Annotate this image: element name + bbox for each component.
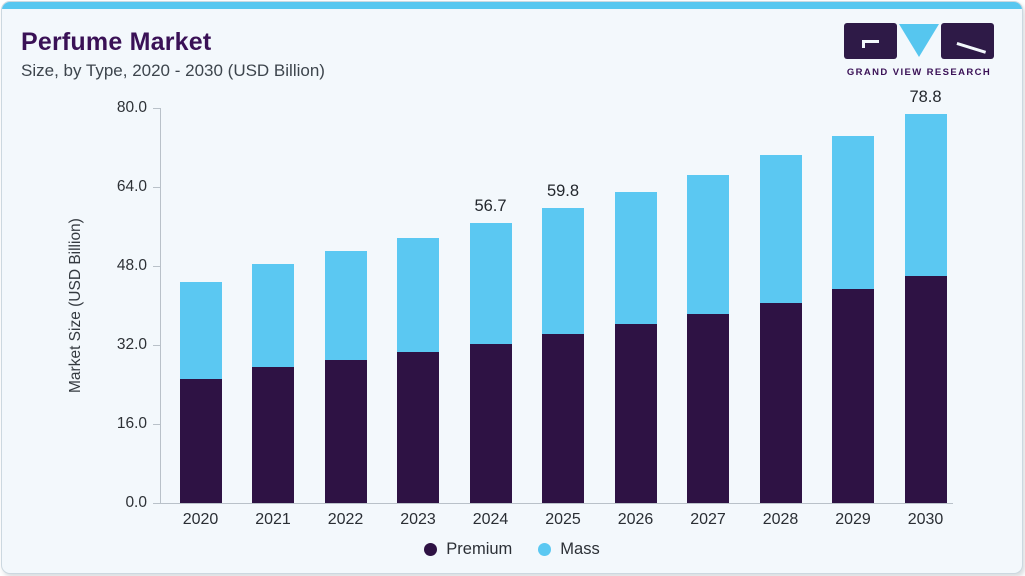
- y-tick-mark: [153, 502, 160, 504]
- y-tick-mark: [153, 265, 160, 267]
- bar-segment-premium-2025: [542, 334, 584, 503]
- bar-segment-premium-2027: [687, 313, 729, 503]
- x-tick-label: 2024: [472, 511, 509, 528]
- y-tick-label: 80.0: [116, 99, 147, 116]
- value-label: 56.7: [474, 197, 507, 216]
- bar-segment-mass-2030: [904, 113, 947, 277]
- chart-header: Perfume Market Size, by Type, 2020 - 203…: [21, 28, 325, 81]
- legend-label: Premium: [446, 540, 513, 558]
- x-tick-label: 2025: [545, 511, 581, 528]
- y-tick-mark: [153, 186, 160, 188]
- y-tick-mark: [153, 107, 160, 109]
- y-axis-title: Market Size (USD Billion): [67, 218, 84, 393]
- bar-segment-premium-2023: [397, 351, 439, 503]
- y-tick-label: 64.0: [116, 178, 147, 195]
- logo-g-block-icon: [844, 23, 897, 59]
- x-tick-label: 2026: [617, 511, 654, 528]
- logo-r-block-icon: [941, 23, 994, 59]
- bar-segment-premium-2022: [324, 359, 367, 503]
- bar-segment-premium-2024: [469, 343, 512, 503]
- x-tick-label: 2023: [400, 511, 436, 528]
- bar-segment-premium-2021: [252, 367, 294, 503]
- page-subtitle: Size, by Type, 2020 - 2030 (USD Billion): [21, 61, 325, 80]
- bar-segment-mass-2025: [542, 207, 584, 335]
- x-tick-label: 2021: [255, 511, 291, 528]
- y-tick-mark: [153, 344, 160, 346]
- bar-segment-mass-2024: [469, 223, 512, 344]
- y-tick-label: 16.0: [116, 415, 147, 432]
- chart-legend: Premium Mass: [2, 540, 1022, 559]
- bar-segment-mass-2021: [252, 263, 294, 368]
- x-tick-label: 2027: [690, 511, 726, 528]
- gvr-logo-icon: [844, 23, 994, 60]
- x-tick-label: 2022: [327, 511, 364, 528]
- value-label: 78.8: [909, 87, 942, 106]
- bar-segment-premium-2020: [179, 378, 222, 503]
- y-tick-label: 0.0: [125, 494, 147, 511]
- bar-segment-mass-2029: [832, 135, 874, 290]
- bar-segment-premium-2026: [614, 324, 657, 503]
- x-tick-label: 2020: [182, 511, 219, 528]
- y-tick-label: 32.0: [116, 336, 147, 353]
- plot-area: Market Size (USD Billion) 0.0 16.0 32.0 48.…: [67, 88, 953, 528]
- x-tick-label: 2030: [907, 511, 944, 528]
- legend-dot-icon: [424, 543, 438, 556]
- legend-dot-icon: [538, 543, 552, 556]
- bar-segment-premium-2029: [832, 289, 874, 503]
- logo-v-triangle-icon: [899, 24, 939, 57]
- x-tick-label: 2029: [835, 511, 871, 528]
- top-accent-bar: [2, 2, 1022, 9]
- legend-item-premium: Premium: [424, 540, 512, 559]
- y-tick-mark: [153, 423, 160, 425]
- bar-segment-mass-2023: [397, 237, 439, 352]
- bar-segment-premium-2030: [904, 276, 947, 503]
- y-tick-label: 48.0: [116, 257, 147, 274]
- x-tick-label: 2028: [762, 511, 799, 528]
- bar-segment-premium-2028: [759, 302, 802, 503]
- logo-caption: GRAND VIEW RESEARCH: [846, 67, 992, 78]
- grand-view-research-logo: GRAND VIEW RESEARCH: [844, 23, 994, 78]
- legend-item-mass: Mass: [538, 540, 600, 559]
- bar-segment-mass-2028: [759, 155, 802, 303]
- bar-segment-mass-2027: [687, 175, 729, 314]
- legend-label: Mass: [560, 540, 600, 558]
- value-label: 59.8: [546, 181, 580, 200]
- bar-segment-mass-2022: [324, 250, 367, 360]
- page-title: Perfume Market: [21, 28, 212, 56]
- bar-segment-mass-2020: [179, 282, 222, 379]
- bar-segment-mass-2026: [614, 191, 657, 325]
